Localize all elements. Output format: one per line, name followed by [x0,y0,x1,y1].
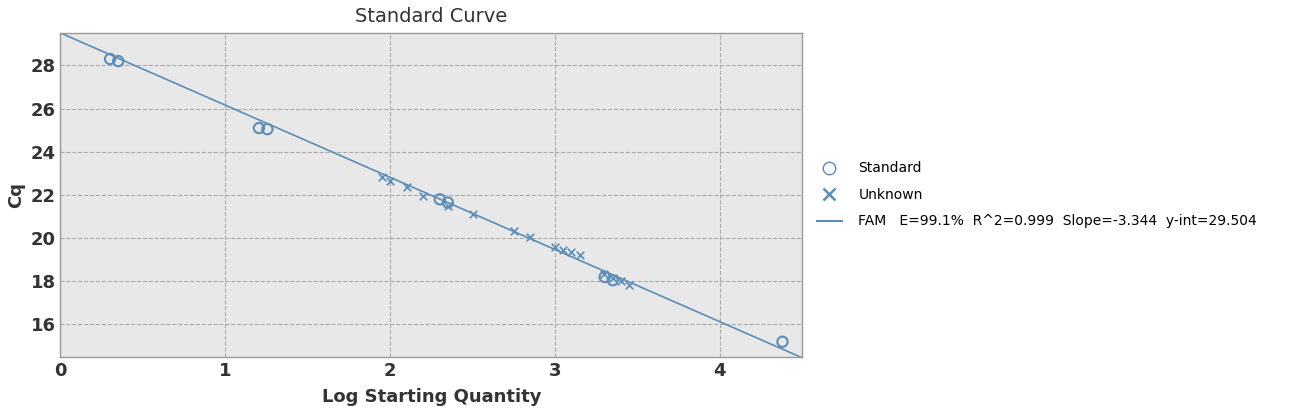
Title: Standard Curve: Standard Curve [356,7,507,26]
Point [603,277,624,284]
Legend: Standard, Unknown, FAM   E=99.1%  R^2=0.999  Slope=-3.344  y-int=29.504: Standard, Unknown, FAM E=99.1% R^2=0.999… [817,161,1256,228]
Y-axis label: Cq: Cq [6,182,25,208]
Point [371,173,392,180]
Point [562,249,582,256]
Point [545,243,565,250]
Point [430,196,450,203]
Point [437,199,458,206]
Point [396,184,417,191]
Point [437,202,458,209]
Point [569,252,590,259]
Point [100,56,120,62]
Point [258,126,278,133]
Point [619,281,639,288]
Point [594,271,615,277]
Point [462,211,483,218]
Point [594,274,615,280]
Point [413,193,433,199]
Point [611,278,631,285]
Point [520,234,541,240]
X-axis label: Log Starting Quantity: Log Starting Quantity [322,388,541,406]
Point [248,125,269,131]
Point [773,338,793,345]
Point [503,227,524,234]
Point [553,247,573,253]
Point [380,178,401,184]
Point [107,58,128,64]
Point [603,275,624,281]
